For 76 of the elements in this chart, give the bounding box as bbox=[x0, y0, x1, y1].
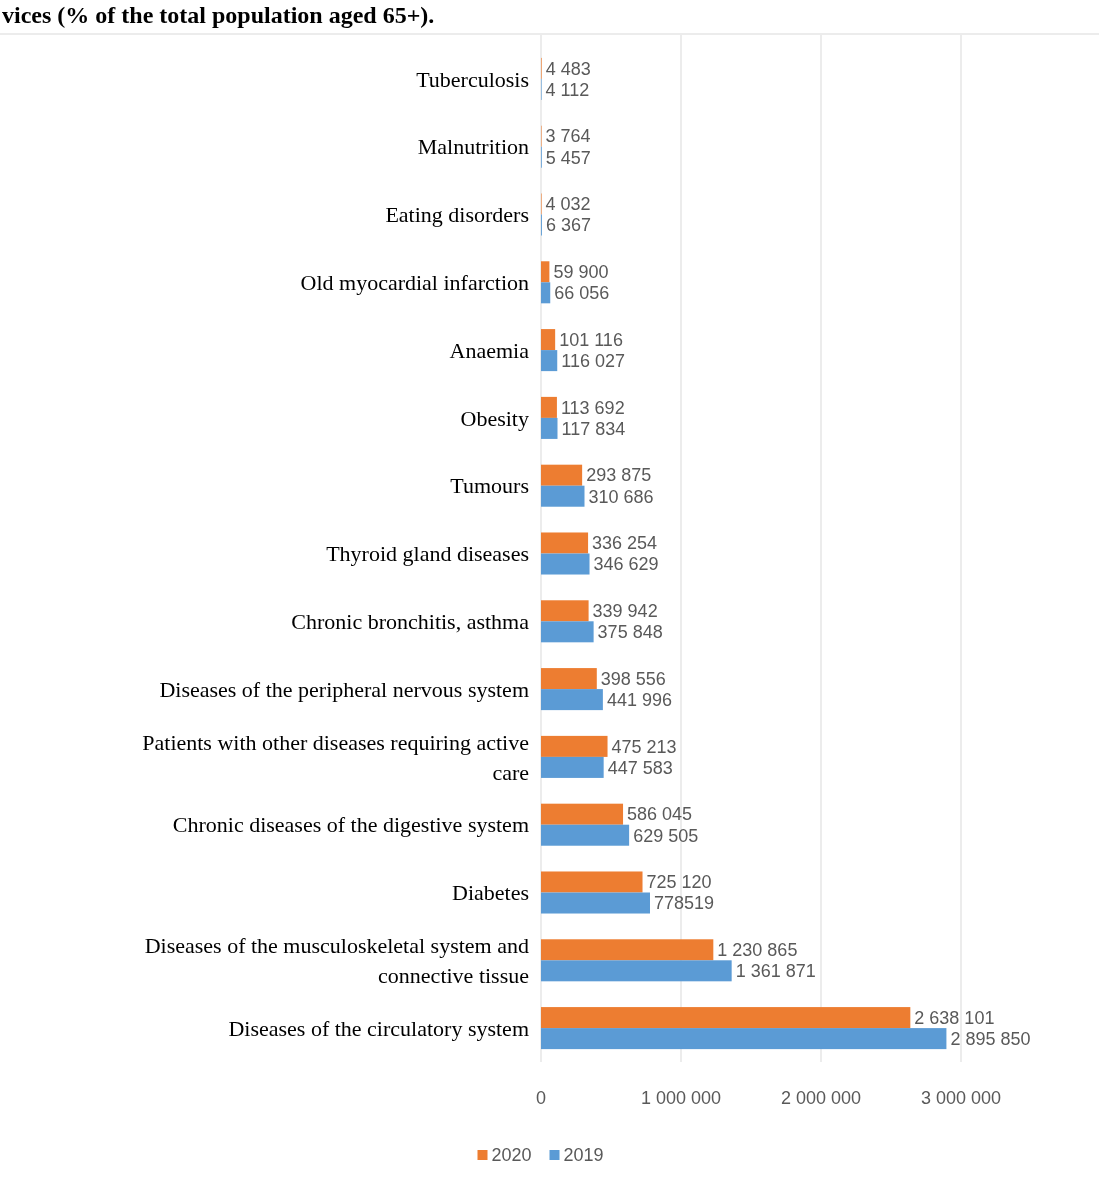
data-label: 293 875 bbox=[586, 465, 652, 486]
data-label: 778519 bbox=[653, 893, 715, 914]
y-tick-label: Malnutrition bbox=[417, 134, 529, 160]
y-tick-label: Chronic bronchitis, asthma bbox=[291, 609, 530, 634]
data-label: 116 027 bbox=[561, 350, 625, 371]
bar bbox=[541, 803, 624, 825]
bar bbox=[541, 621, 594, 643]
data-label: 2 895 850 bbox=[950, 1028, 1031, 1049]
data-label: 339 942 bbox=[592, 601, 658, 622]
data-label: 66 056 bbox=[554, 283, 610, 304]
data-label: 6 367 bbox=[545, 215, 591, 236]
text: vices (% of the total population aged 65+). bbox=[2, 2, 435, 29]
bar bbox=[541, 396, 557, 418]
x-tick-label: 2 000 000 bbox=[780, 1088, 862, 1108]
y-tick-label: Diabetes bbox=[452, 880, 529, 906]
bar bbox=[541, 350, 558, 372]
data-label: 2 638 101 bbox=[914, 1007, 995, 1028]
y-tick-label: Tuberculosis bbox=[416, 66, 529, 92]
data-label: 310 686 bbox=[588, 486, 654, 507]
bar bbox=[541, 689, 603, 711]
data-label: 346 629 bbox=[593, 554, 659, 575]
data-label: 5 457 bbox=[545, 147, 591, 168]
data-label: 59 900 bbox=[553, 262, 609, 283]
bar bbox=[541, 668, 597, 690]
x-tick-label: 0 bbox=[535, 1088, 547, 1108]
bar bbox=[541, 871, 643, 893]
data-label: 336 254 bbox=[592, 533, 658, 554]
bar bbox=[541, 939, 714, 961]
data-label: 629 505 bbox=[633, 825, 699, 846]
bar bbox=[541, 892, 650, 914]
y-tick-label: Tumours bbox=[450, 473, 529, 499]
bar bbox=[541, 282, 551, 304]
y-tick-label: Diseases of the musculoskeletal system and connective tissue bbox=[144, 933, 529, 988]
bar bbox=[541, 329, 556, 351]
data-label: 4 032 bbox=[545, 194, 591, 215]
y-tick-label: Diseases of the circulatory system bbox=[228, 1015, 529, 1041]
x-tick-label: 1 000 000 bbox=[640, 1088, 722, 1108]
y-tick-label: Chronic diseases of the digestive system bbox=[172, 812, 529, 838]
data-label: 441 996 bbox=[606, 689, 672, 710]
bar bbox=[541, 485, 585, 507]
bar bbox=[541, 1028, 947, 1050]
data-label: 447 583 bbox=[607, 757, 673, 778]
bar bbox=[541, 532, 589, 554]
legend-label: 2019 bbox=[563, 1145, 604, 1166]
bar bbox=[541, 756, 604, 778]
y-tick-label: Obesity bbox=[460, 405, 529, 431]
y-tick-label: Anaemia bbox=[449, 337, 530, 363]
data-label: 1 361 871 bbox=[735, 961, 816, 982]
data-label: 375 848 bbox=[597, 622, 663, 643]
bar bbox=[541, 600, 589, 622]
bar bbox=[541, 960, 732, 982]
bar bbox=[541, 464, 583, 486]
y-tick-label: Patients with other diseases requiring active care bbox=[142, 729, 529, 785]
data-label: 4 112 bbox=[545, 79, 590, 100]
data-label: 117 834 bbox=[561, 418, 626, 439]
x-tick-label: 3 000 000 bbox=[920, 1088, 1002, 1108]
data-label: 3 764 bbox=[545, 126, 591, 147]
y-tick-label: Diseases of the peripheral nervous system bbox=[159, 676, 529, 702]
bar bbox=[541, 1007, 911, 1029]
data-label: 1 230 865 bbox=[717, 940, 798, 961]
y-tick-label: Old myocardial infarction bbox=[300, 270, 529, 295]
data-label: 725 120 bbox=[646, 872, 712, 893]
bar bbox=[541, 553, 590, 575]
data-label: 113 692 bbox=[560, 397, 625, 418]
y-tick-label: Eating disorders bbox=[385, 202, 529, 228]
bar bbox=[541, 417, 558, 439]
legend-label: 2020 bbox=[491, 1145, 532, 1166]
data-label: 398 556 bbox=[600, 668, 666, 689]
y-tick-label: Thyroid gland diseases bbox=[326, 541, 529, 567]
data-label: 101 116 bbox=[559, 329, 623, 350]
data-label: 475 213 bbox=[611, 736, 677, 757]
bar bbox=[541, 261, 550, 283]
data-label: 4 483 bbox=[545, 58, 591, 79]
data-label: 586 045 bbox=[627, 804, 693, 825]
bar bbox=[541, 735, 608, 757]
bar bbox=[541, 824, 630, 846]
